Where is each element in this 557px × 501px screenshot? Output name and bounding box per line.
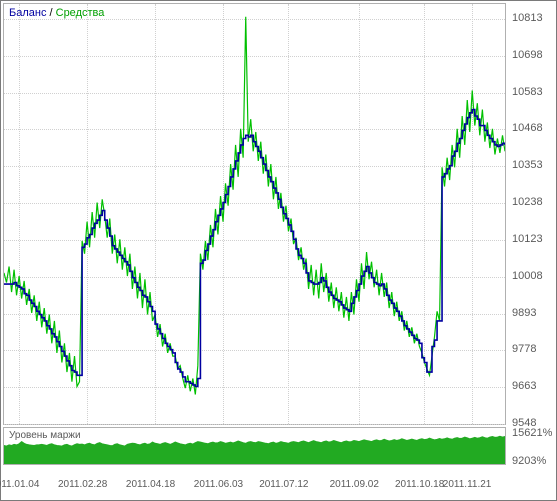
y-tick-label: 9663 <box>508 380 556 392</box>
y-tick-label: 10468 <box>508 122 556 134</box>
legend-balance: Баланс <box>9 7 46 19</box>
balance-line <box>4 110 505 387</box>
legend-sep: / <box>46 7 55 19</box>
y-tick-label: 9778 <box>508 343 556 355</box>
y-tick-label: 10238 <box>508 196 556 208</box>
x-tick-label: 2011.09.02 <box>330 479 379 490</box>
margin-y-label: 15621% <box>508 427 556 439</box>
main-chart: Баланс / Средства <box>3 3 506 425</box>
x-axis: 2011.01.04 2011.02.28 2011.04.18 2011.06.03… <box>3 468 506 498</box>
legend-equity: Средства <box>56 7 105 19</box>
x-tick-label: 2011.04.18 <box>126 479 175 490</box>
y-tick-label: 10698 <box>508 49 556 61</box>
y-tick-label: 10813 <box>508 12 556 24</box>
chart-container: Баланс / Средства 9548966397789893100081… <box>0 0 557 501</box>
margin-chart: Уровень маржи <box>3 427 506 465</box>
y-tick-label: 10123 <box>508 233 556 245</box>
main-series <box>4 4 505 424</box>
gridline-h <box>4 424 505 425</box>
x-tick-label: 2011.02.28 <box>58 479 107 490</box>
margin-label: Уровень маржи <box>9 430 81 441</box>
y-tick-label: 10353 <box>508 159 556 171</box>
x-tick-label: 2011.11.21 <box>443 479 492 490</box>
y-tick-label: 10583 <box>508 86 556 98</box>
y-tick-label: 9893 <box>508 307 556 319</box>
legend: Баланс / Средства <box>9 7 104 19</box>
y-tick-label: 10008 <box>508 270 556 282</box>
x-tick-label: 2011.10.18 <box>395 479 444 490</box>
x-tick-label: 2011.06.03 <box>194 479 243 490</box>
equity-line <box>4 17 505 395</box>
margin-y-label: 9203% <box>508 455 556 467</box>
x-tick-label: 2011.07.12 <box>259 479 308 490</box>
x-tick-label: 2011.01.04 <box>0 479 39 490</box>
